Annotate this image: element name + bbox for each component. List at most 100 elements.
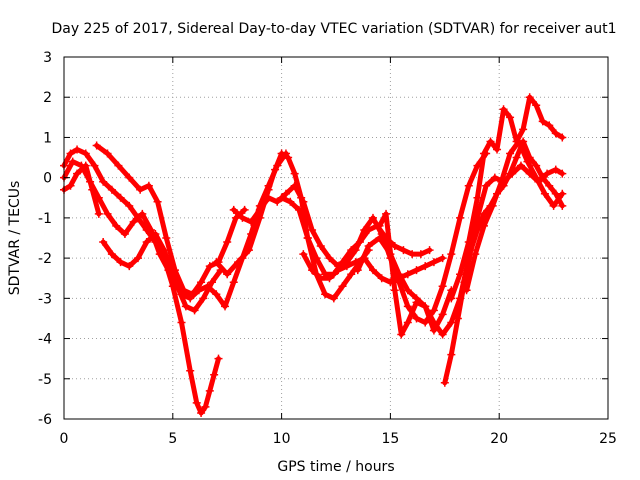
data-point-marker bbox=[264, 185, 273, 194]
x-tick-label: 0 bbox=[60, 431, 69, 447]
data-point-marker bbox=[355, 238, 364, 247]
data-point-marker bbox=[223, 270, 232, 279]
data-point-marker bbox=[506, 149, 515, 158]
data-point-marker bbox=[412, 266, 421, 275]
y-tick-label: -2 bbox=[38, 251, 52, 267]
data-point-marker bbox=[212, 290, 221, 299]
data-point-marker bbox=[543, 169, 552, 178]
data-point-marker bbox=[308, 225, 317, 234]
data-point-marker bbox=[549, 201, 558, 210]
data-point-marker bbox=[316, 274, 325, 283]
data-point-marker bbox=[447, 250, 456, 259]
data-point-marker bbox=[516, 161, 525, 170]
data-point-marker bbox=[429, 326, 438, 335]
data-point-marker bbox=[112, 221, 121, 230]
data-point-marker bbox=[447, 350, 456, 359]
data-point-marker bbox=[144, 181, 153, 190]
data-point-marker bbox=[207, 278, 216, 287]
x-tick-label: 25 bbox=[599, 431, 617, 447]
data-point-marker bbox=[147, 225, 156, 234]
data-point-marker bbox=[316, 242, 325, 251]
data-point-marker bbox=[403, 302, 412, 311]
data-point-marker bbox=[429, 306, 438, 315]
data-point-marker bbox=[416, 250, 425, 259]
data-point-marker bbox=[551, 165, 560, 174]
data-point-marker bbox=[221, 302, 230, 311]
data-point-marker bbox=[107, 185, 116, 194]
data-point-marker bbox=[299, 197, 308, 206]
data-point-marker bbox=[479, 221, 488, 230]
data-point-marker bbox=[338, 258, 347, 267]
plot-frame bbox=[63, 56, 609, 420]
y-tick-labels: -6 -5 -4 -3 -2 -1 0 1 2 3 bbox=[38, 50, 52, 428]
data-point-marker bbox=[375, 234, 384, 242]
x-axis-label: GPS time / hours bbox=[277, 459, 394, 475]
data-point-marker bbox=[116, 193, 125, 202]
x-tick-labels: 0 5 10 15 20 25 bbox=[60, 431, 617, 447]
data-point-marker bbox=[375, 221, 384, 230]
data-point-marker bbox=[205, 262, 214, 271]
data-point-marker bbox=[397, 330, 406, 339]
data-point-marker bbox=[138, 209, 147, 218]
data-point-marker bbox=[295, 205, 304, 214]
data-point-marker bbox=[464, 238, 473, 247]
data-point-marker bbox=[325, 274, 334, 283]
data-point-marker bbox=[525, 93, 534, 102]
data-point-marker bbox=[353, 266, 362, 275]
data-point-marker bbox=[142, 238, 151, 247]
data-point-marker bbox=[125, 262, 134, 271]
data-point-marker bbox=[255, 205, 264, 214]
data-point-marker bbox=[471, 250, 480, 259]
data-point-marker bbox=[390, 286, 399, 295]
data-point-marker bbox=[238, 213, 247, 222]
data-point-marker bbox=[264, 193, 273, 202]
data-point-marker bbox=[273, 197, 282, 206]
data-point-marker bbox=[271, 165, 280, 174]
data-point-marker bbox=[558, 201, 567, 210]
data-point-marker bbox=[519, 125, 528, 134]
data-point-marker bbox=[229, 278, 238, 287]
data-point-marker bbox=[168, 270, 177, 279]
data-point-marker bbox=[303, 234, 312, 242]
data-point-marker bbox=[551, 129, 560, 138]
data-point-marker bbox=[545, 181, 554, 190]
y-tick-label: -1 bbox=[38, 211, 52, 227]
y-tick-label: 3 bbox=[43, 50, 52, 66]
y-tick-label: 0 bbox=[43, 171, 52, 187]
data-point-marker bbox=[177, 318, 186, 327]
data-point-marker bbox=[425, 246, 434, 255]
data-point-marker bbox=[382, 209, 391, 218]
data-point-marker bbox=[364, 225, 373, 234]
data-point-marker bbox=[120, 229, 129, 238]
y-axis-label: SDTVAR / TECUs bbox=[7, 181, 23, 296]
data-point-marker bbox=[192, 398, 201, 407]
data-point-marker bbox=[462, 286, 471, 295]
chart-title: Day 225 of 2017, Sidereal Day-to-day VTE… bbox=[51, 21, 616, 37]
data-point-marker bbox=[482, 181, 491, 190]
data-point-marker bbox=[203, 282, 212, 291]
data-point-marker bbox=[186, 366, 195, 375]
data-point-marker bbox=[368, 213, 377, 222]
data-point-marker bbox=[506, 169, 515, 178]
data-point-marker bbox=[438, 254, 447, 263]
data-point-marker bbox=[558, 133, 567, 142]
data-point-marker bbox=[523, 157, 532, 166]
data-point-marker bbox=[153, 197, 162, 206]
data-point-marker bbox=[125, 173, 134, 182]
data-point-marker bbox=[73, 145, 82, 154]
data-point-marker bbox=[212, 258, 221, 267]
data-point-marker bbox=[88, 185, 97, 194]
data-point-marker bbox=[342, 262, 351, 271]
data-point-marker bbox=[223, 238, 232, 247]
data-point-marker bbox=[438, 330, 447, 339]
data-point-marker bbox=[351, 258, 360, 267]
data-point-marker bbox=[81, 161, 90, 170]
data-point-marker bbox=[162, 234, 171, 242]
data-point-marker bbox=[90, 161, 99, 170]
data-point-marker bbox=[429, 258, 438, 267]
data-point-marker bbox=[558, 189, 567, 198]
data-point-marker bbox=[421, 302, 430, 311]
series-track-6 bbox=[213, 151, 372, 301]
data-point-marker bbox=[201, 402, 210, 411]
